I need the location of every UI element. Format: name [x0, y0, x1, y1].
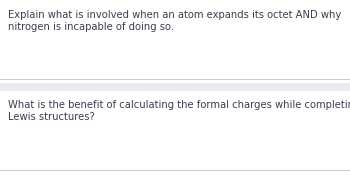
Text: Lewis structures?: Lewis structures?	[8, 112, 95, 122]
Bar	[0, 83, 350, 91]
Text: What is the benefit of calculating the formal charges while completing: What is the benefit of calculating the f…	[8, 100, 350, 110]
Text: nitrogen is incapable of doing so.: nitrogen is incapable of doing so.	[8, 22, 174, 32]
Text: Explain what is involved when an atom expands its octet AND why: Explain what is involved when an atom ex…	[8, 10, 341, 20]
